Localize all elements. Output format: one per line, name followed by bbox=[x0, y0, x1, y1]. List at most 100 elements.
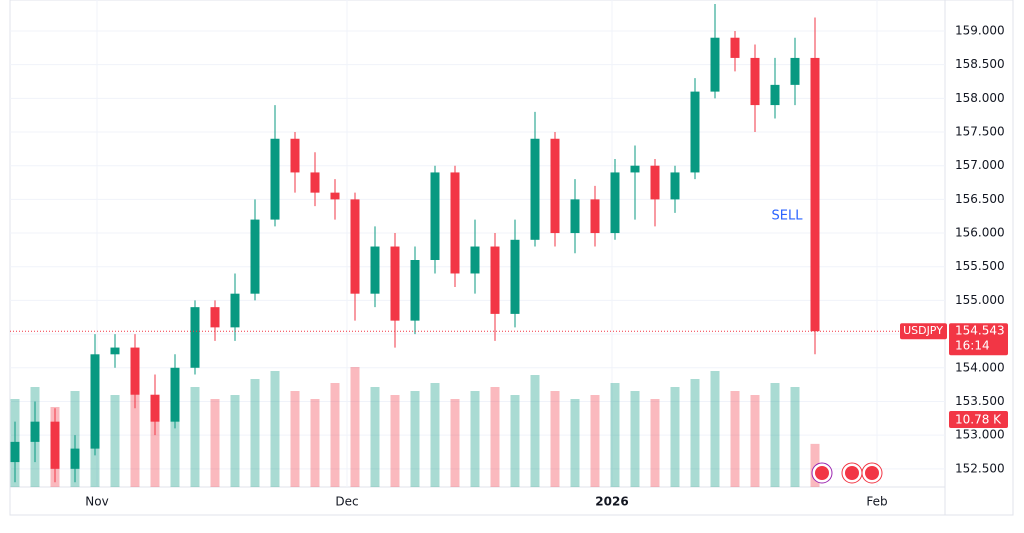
candle-body bbox=[290, 138, 300, 173]
candle-body bbox=[10, 441, 20, 463]
event-flags bbox=[811, 462, 883, 484]
volume-bar bbox=[150, 403, 160, 487]
volume-bar bbox=[710, 371, 720, 487]
x-tick-label: Feb bbox=[866, 495, 887, 509]
volume-bar bbox=[190, 387, 200, 487]
candle-body bbox=[270, 138, 280, 220]
volume-bar bbox=[130, 383, 140, 487]
candle-body bbox=[130, 347, 140, 395]
candle-body bbox=[690, 91, 700, 173]
candle-body bbox=[610, 172, 620, 234]
candle-body bbox=[250, 219, 260, 294]
volume-bar bbox=[370, 387, 380, 487]
volume-bar bbox=[590, 395, 600, 487]
volume-bar bbox=[790, 387, 800, 487]
volume-bar bbox=[250, 379, 260, 487]
volume-bar bbox=[310, 399, 320, 487]
candles bbox=[10, 4, 820, 483]
volume-bar bbox=[330, 383, 340, 487]
volume-bar bbox=[530, 375, 540, 487]
volume-box bbox=[949, 411, 1008, 428]
volume-label: 10.78 K bbox=[955, 413, 1002, 427]
symbol-box bbox=[900, 323, 947, 340]
symbol-label: USDJPY bbox=[903, 324, 943, 337]
volume-bar bbox=[650, 399, 660, 487]
candle-body bbox=[570, 199, 580, 234]
layers: 152.500153.000153.500154.000154.500155.0… bbox=[10, 0, 1008, 509]
candle-body bbox=[550, 138, 560, 234]
candle-body bbox=[650, 165, 660, 200]
volume-bar bbox=[230, 395, 240, 487]
candle-body bbox=[50, 421, 60, 469]
volume-bar bbox=[770, 383, 780, 487]
candle-body bbox=[710, 37, 720, 92]
candle-body bbox=[810, 57, 820, 332]
volume-bar bbox=[270, 371, 280, 487]
volume-bar bbox=[410, 391, 420, 487]
volume-bar bbox=[670, 387, 680, 487]
y-tick-label: 153.500 bbox=[955, 394, 1005, 408]
volume-bar bbox=[350, 367, 360, 487]
y-tick-label: 155.000 bbox=[955, 293, 1005, 307]
volume-bar bbox=[570, 399, 580, 487]
frame bbox=[9, 0, 1014, 516]
grid bbox=[10, 0, 945, 487]
volume-bar bbox=[630, 391, 640, 487]
candle-body bbox=[430, 172, 440, 261]
x-tick-label: Nov bbox=[85, 495, 108, 509]
volume-bar bbox=[490, 387, 500, 487]
y-tick-label: 155.500 bbox=[955, 259, 1005, 273]
x-tick-label: Dec bbox=[335, 495, 358, 509]
price-label: 154.543 bbox=[955, 324, 1005, 338]
volume-bar bbox=[550, 391, 560, 487]
flag bbox=[865, 466, 879, 480]
y-tick-label: 157.500 bbox=[955, 125, 1005, 139]
volume-bar bbox=[390, 395, 400, 487]
candle-body bbox=[30, 421, 40, 442]
y-tick-label: 158.000 bbox=[955, 91, 1005, 105]
volume-bar bbox=[470, 391, 480, 487]
volume-bar bbox=[290, 391, 300, 487]
candle-body bbox=[150, 394, 160, 422]
y-tick-label: 153.000 bbox=[955, 428, 1005, 442]
labels: 152.500153.000153.500154.000154.500155.0… bbox=[10, 23, 1008, 509]
flag bbox=[815, 466, 829, 480]
candle-body bbox=[190, 307, 200, 368]
y-tick-label: 152.500 bbox=[955, 461, 1005, 475]
countdown-label: 16:14 bbox=[955, 339, 990, 353]
candle-body bbox=[750, 57, 760, 106]
candle-body bbox=[350, 199, 360, 294]
volume-bar bbox=[210, 399, 220, 487]
volume-bar bbox=[110, 395, 120, 487]
y-tick-label: 159.000 bbox=[955, 23, 1005, 37]
volume-bar bbox=[690, 379, 700, 487]
y-tick-label: 157.000 bbox=[955, 158, 1005, 172]
candle-body bbox=[410, 260, 420, 321]
y-tick-label: 156.500 bbox=[955, 192, 1005, 206]
candle-body bbox=[70, 448, 80, 469]
candle-body bbox=[230, 293, 240, 328]
candle-body bbox=[370, 246, 380, 294]
candle-body bbox=[170, 367, 180, 422]
volume-bar bbox=[610, 383, 620, 487]
y-tick-label: 154.000 bbox=[955, 360, 1005, 374]
y-tick-label: 156.000 bbox=[955, 226, 1005, 240]
candle-body bbox=[450, 172, 460, 274]
x-tick-label: 2026 bbox=[595, 495, 628, 509]
volume-bar bbox=[170, 391, 180, 487]
candle-body bbox=[210, 307, 220, 328]
candle-body bbox=[110, 347, 120, 355]
volume-bar bbox=[730, 391, 740, 487]
volume-bar bbox=[510, 395, 520, 487]
candle-body bbox=[330, 192, 340, 200]
candle-body bbox=[630, 165, 640, 173]
volume-bar bbox=[450, 399, 460, 487]
candle-body bbox=[470, 246, 480, 274]
candle-body bbox=[510, 239, 520, 314]
flag bbox=[845, 466, 859, 480]
price-box bbox=[949, 323, 1008, 356]
candle-body bbox=[390, 246, 400, 321]
